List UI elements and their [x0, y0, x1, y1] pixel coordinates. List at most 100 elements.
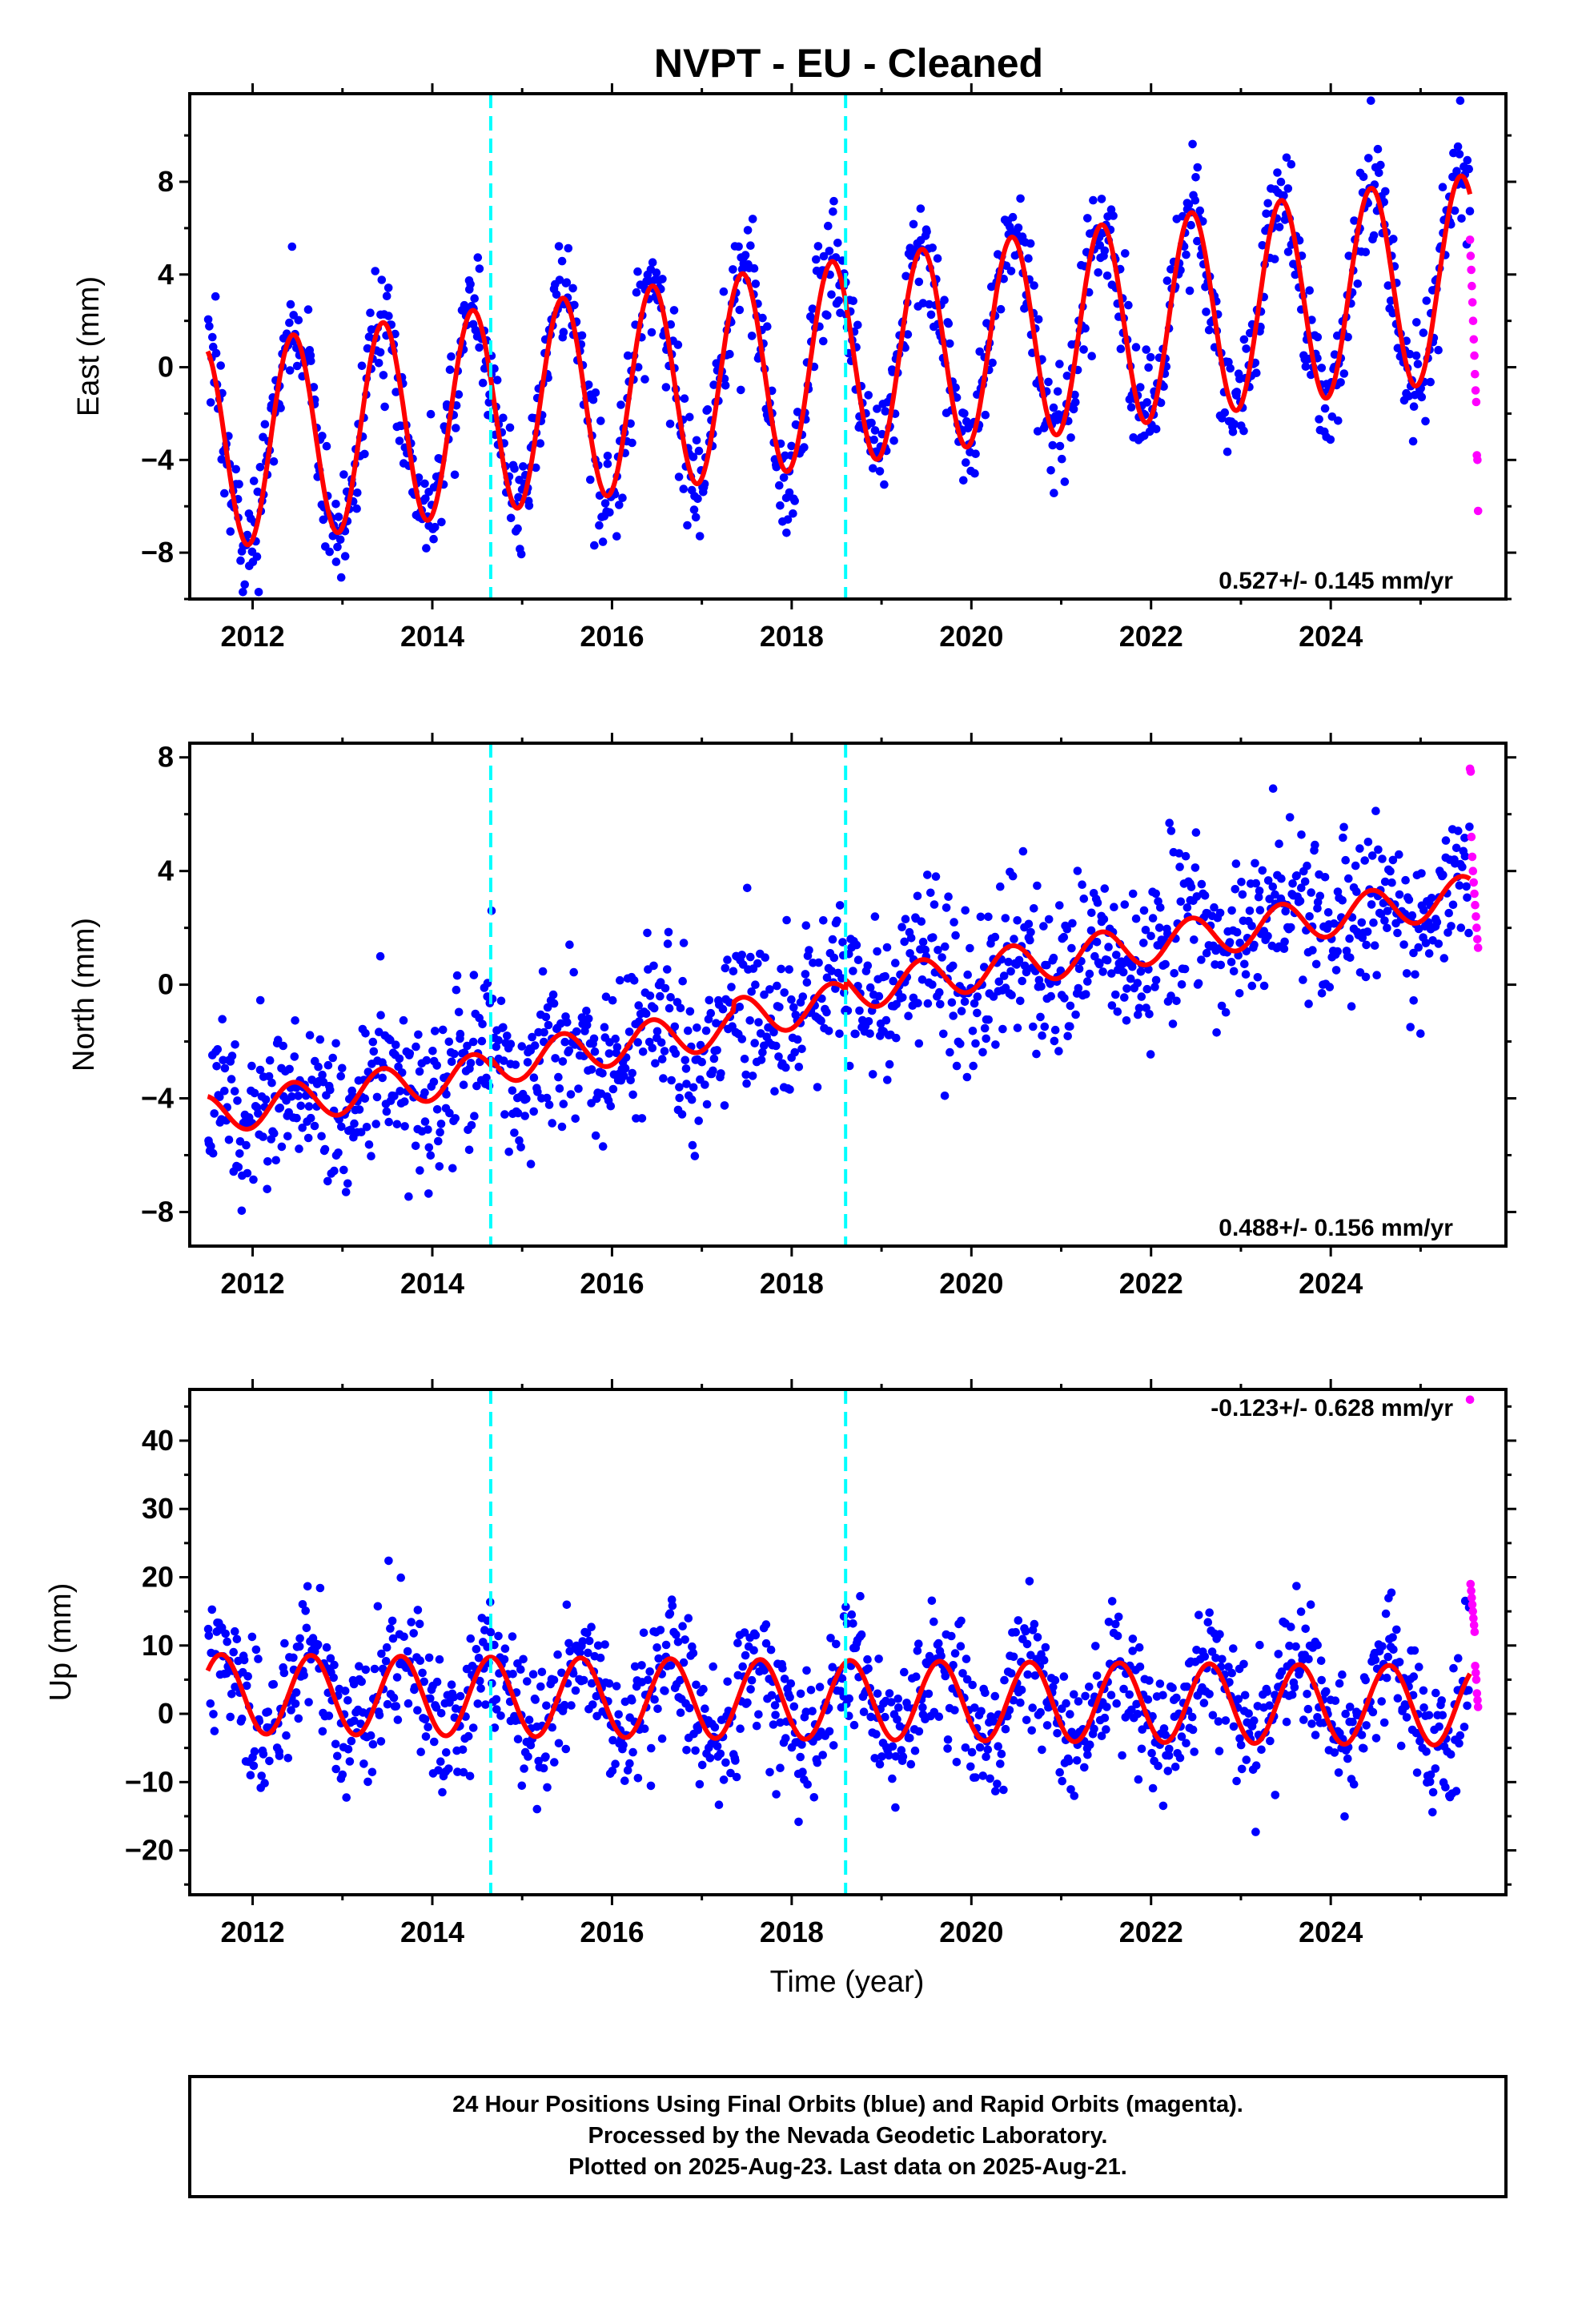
final-orbit-point [760, 1666, 769, 1675]
final-orbit-point [447, 1057, 456, 1067]
final-orbit-point [1421, 416, 1430, 426]
final-orbit-point [445, 1108, 454, 1118]
final-orbit-point [1334, 416, 1343, 425]
final-orbit-point [1145, 1676, 1154, 1685]
final-orbit-point [1376, 910, 1386, 919]
final-orbit-point [785, 1693, 794, 1702]
x-tick-label: 2020 [939, 1916, 1003, 1948]
final-orbit-point [243, 530, 252, 540]
final-orbit-point [230, 1087, 239, 1096]
final-orbit-point [259, 1132, 267, 1141]
final-orbit-point [1271, 1791, 1280, 1799]
final-orbit-point [865, 983, 875, 992]
final-orbit-point [1419, 1686, 1428, 1695]
final-orbit-point [1291, 1642, 1300, 1651]
final-orbit-point [962, 1072, 972, 1082]
final-orbit-point [865, 1029, 874, 1038]
final-orbit-point [1161, 1731, 1170, 1739]
final-orbit-point [1339, 822, 1348, 832]
north-plot-area [204, 743, 1483, 1246]
final-orbit-point [832, 1639, 841, 1649]
final-orbit-point [689, 1083, 698, 1092]
final-orbit-point [283, 1132, 292, 1141]
final-orbit-point [1191, 828, 1201, 837]
final-orbit-point [1296, 1607, 1306, 1616]
final-orbit-point [336, 1072, 346, 1081]
final-orbit-point [729, 265, 737, 274]
final-orbit-point [702, 1100, 712, 1109]
final-orbit-point [1387, 1588, 1396, 1598]
final-orbit-point [863, 961, 873, 971]
final-orbit-point [1452, 843, 1461, 853]
final-orbit-point [1118, 1751, 1126, 1760]
final-orbit-point [499, 1023, 508, 1032]
final-orbit-point [893, 1715, 901, 1724]
final-orbit-point [296, 1101, 306, 1111]
final-orbit-point [432, 1703, 441, 1712]
final-orbit-point [688, 1140, 697, 1150]
final-orbit-point [452, 971, 462, 980]
final-orbit-point [1148, 1783, 1158, 1793]
final-orbit-point [1211, 1654, 1220, 1663]
final-orbit-point [510, 464, 519, 473]
final-orbit-point [1357, 1731, 1367, 1739]
final-orbit-point [452, 985, 461, 995]
final-orbit-point [317, 1132, 326, 1141]
final-orbit-point [978, 1771, 987, 1780]
final-orbit-point [984, 1015, 993, 1024]
final-orbit-point [474, 1654, 484, 1663]
final-orbit-point [903, 330, 913, 339]
final-orbit-point [319, 515, 328, 525]
final-orbit-point [454, 390, 464, 399]
final-orbit-point [584, 1636, 594, 1646]
final-orbit-point [685, 1703, 694, 1713]
y-tick-label: 40 [142, 1424, 174, 1457]
final-orbit-point [628, 1696, 636, 1705]
final-orbit-point [624, 1027, 634, 1036]
final-orbit-point [608, 1084, 618, 1094]
final-orbit-point [681, 1635, 689, 1644]
final-orbit-point [568, 1669, 578, 1678]
final-orbit-point [988, 358, 997, 368]
final-orbit-point [513, 1735, 523, 1743]
final-orbit-point [531, 1695, 540, 1704]
final-orbit-point [453, 1767, 462, 1776]
final-orbit-point [1378, 854, 1387, 863]
footer-line-2: Processed by the Nevada Geodetic Laborat… [588, 2123, 1108, 2149]
final-orbit-point [285, 366, 295, 375]
final-orbit-point [1435, 1722, 1443, 1731]
x-tick-label: 2016 [580, 620, 644, 653]
final-orbit-point [628, 1068, 636, 1078]
final-orbit-point [747, 332, 757, 340]
final-orbit-point [1235, 1734, 1244, 1743]
final-orbit-point [459, 1080, 468, 1089]
final-orbit-point [1229, 1644, 1238, 1653]
final-orbit-point [366, 308, 375, 318]
final-orbit-point [383, 1699, 392, 1709]
final-orbit-point [922, 227, 931, 236]
rapid-orbit-point [1473, 943, 1483, 952]
final-orbit-point [1098, 967, 1107, 976]
final-orbit-point [901, 915, 910, 923]
final-orbit-point [1139, 906, 1149, 915]
final-orbit-point [691, 1746, 700, 1755]
final-orbit-point [851, 1029, 860, 1039]
final-orbit-point [1195, 206, 1205, 215]
final-orbit-point [893, 1695, 902, 1703]
final-orbit-point [1001, 1724, 1010, 1734]
final-orbit-point [951, 383, 960, 392]
final-orbit-point [872, 1730, 881, 1739]
final-orbit-point [1300, 877, 1310, 887]
final-orbit-point [1287, 923, 1295, 932]
final-orbit-point [265, 1055, 275, 1065]
final-orbit-point [1134, 1003, 1144, 1013]
final-orbit-point [395, 436, 404, 445]
final-orbit-point [1010, 935, 1018, 943]
final-orbit-point [588, 395, 598, 404]
final-orbit-point [477, 1036, 487, 1046]
final-orbit-point [400, 1632, 408, 1642]
final-orbit-point [769, 1720, 778, 1729]
final-orbit-point [989, 1717, 998, 1726]
final-orbit-point [1122, 984, 1131, 993]
final-orbit-point [384, 312, 393, 320]
